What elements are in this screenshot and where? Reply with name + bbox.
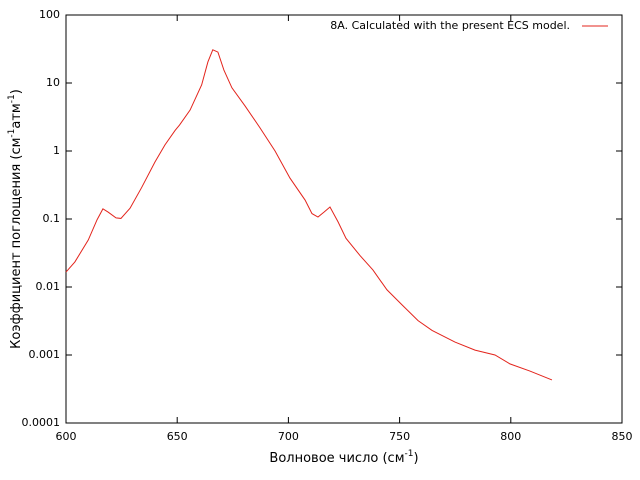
x-tick-label: 800 [500,430,521,443]
x-tick-label: 750 [389,430,410,443]
x-tick-label: 650 [167,430,188,443]
y-tick-label: 0.001 [29,348,61,361]
x-label-part: Волновое число (см [269,451,404,466]
x-axis-label: Волновое число (см-1) [269,449,418,466]
x-label-sup: -1 [405,449,414,459]
plot-frame [65,14,623,424]
y-tick-label: 0.1 [43,212,61,225]
y-tick-label: 0.0001 [22,416,61,429]
x-tick-label: 600 [56,430,77,443]
x-tick-label: 700 [278,430,299,443]
y-tick-label: 100 [39,8,60,21]
y-axis-label: Коэффициент поглощения (см-1атм-1) [7,89,24,349]
y-label-sup: -1 [7,129,17,138]
x-tick-label: 850 [612,430,633,443]
y-label-part: атм [9,103,24,128]
y-tick-label: 1 [53,144,60,157]
y-label-part: Коэффициент поглощения (см [9,138,24,349]
data-line [65,49,553,381]
x-label-part: ) [413,451,418,466]
legend-label: 8A. Calculated with the present ECS mode… [330,19,570,32]
y-tick-label: 0.01 [36,280,61,293]
y-label-sup: -1 [7,94,17,103]
y-label-part: ) [9,89,24,94]
y-tick-label: 10 [46,76,60,89]
